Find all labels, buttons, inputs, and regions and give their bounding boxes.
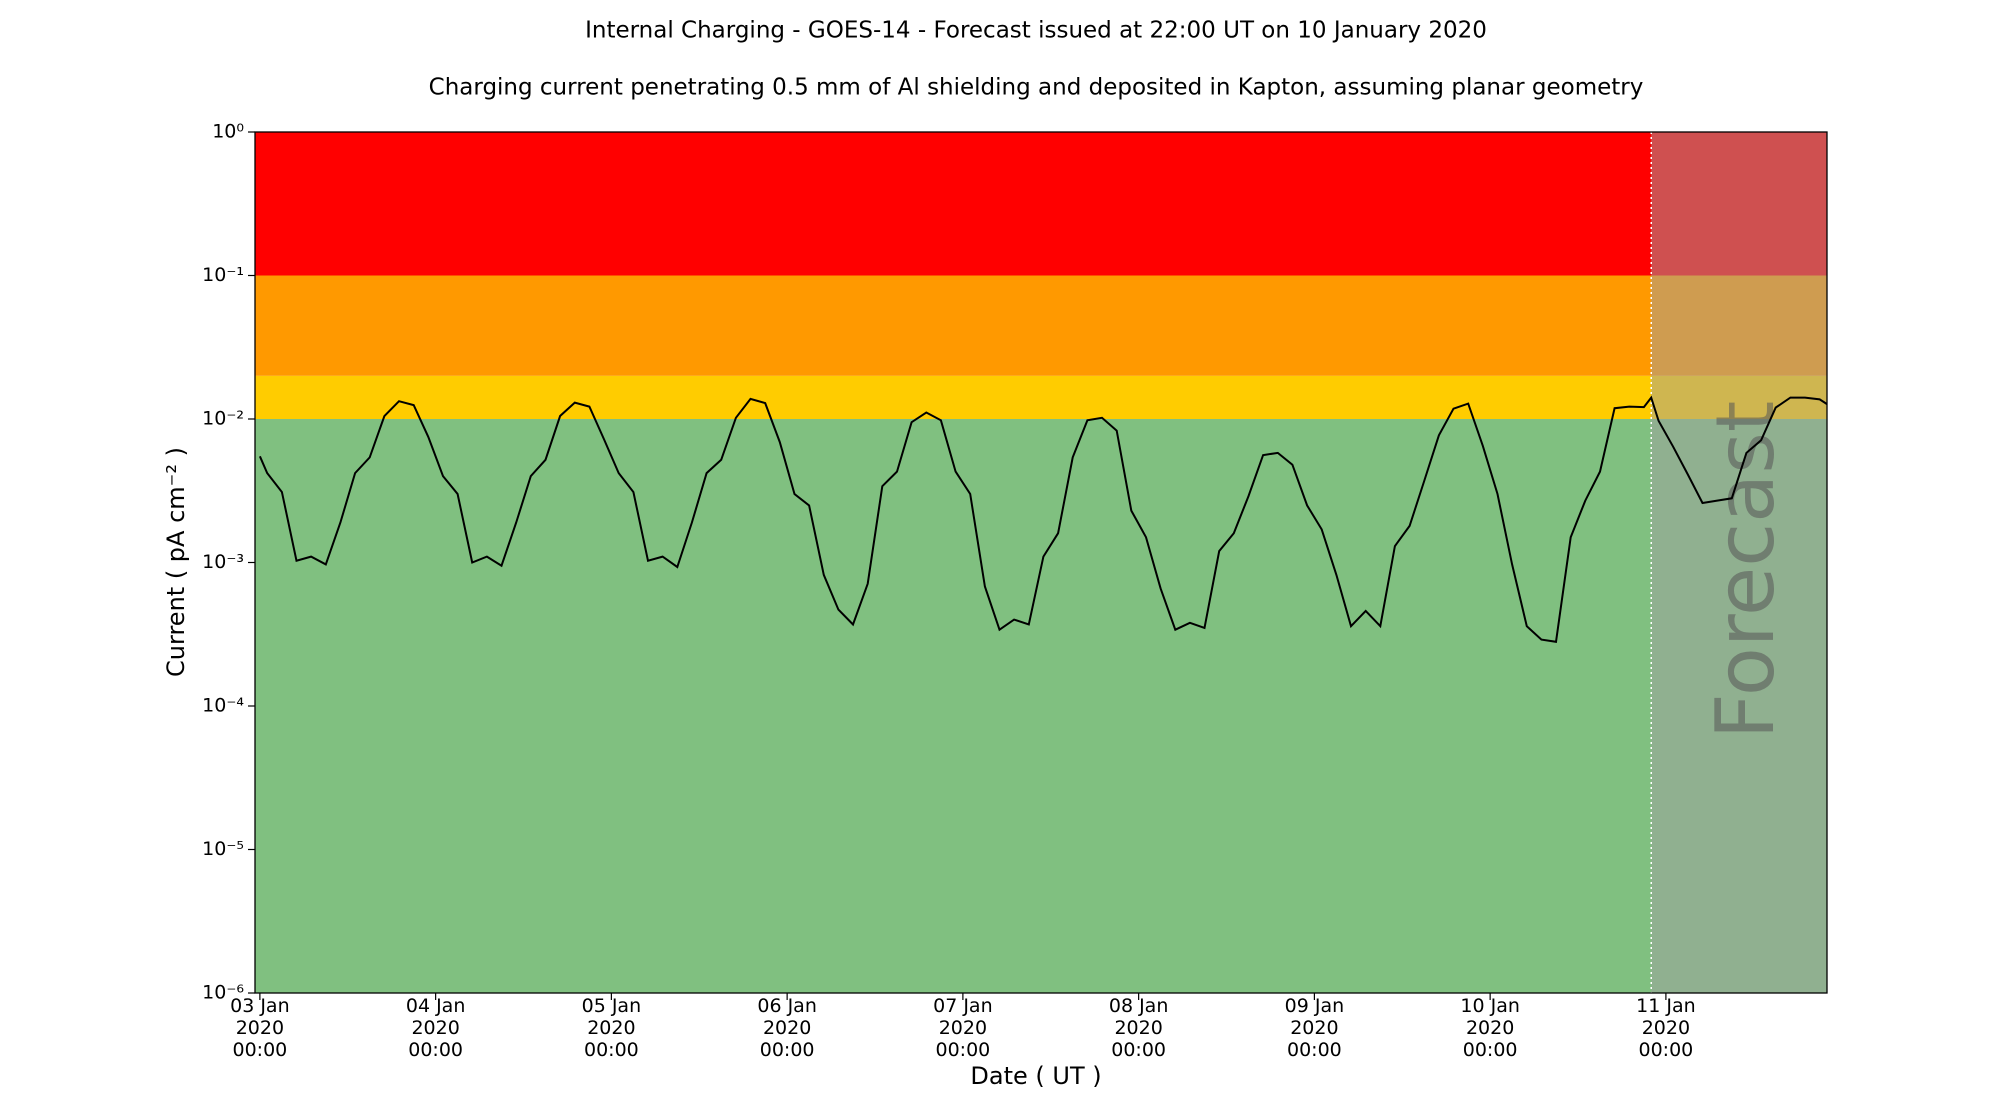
x-tick-label: 05 Jan 2020 00:00 — [581, 995, 642, 1061]
y-tick-label: 10⁻¹ — [202, 264, 244, 286]
risk-zone — [255, 375, 1827, 419]
risk-zone — [255, 132, 1827, 276]
forecast-region — [1651, 132, 1827, 993]
zones: Forecast — [255, 132, 1827, 993]
y-tick-label: 10⁻² — [202, 408, 244, 430]
risk-zone — [255, 419, 1827, 993]
x-tick-label: 08 Jan 2020 00:00 — [1108, 995, 1169, 1061]
plot-area — [258, 395, 1827, 643]
y-axis-label: Current ( pA cm⁻² ) — [162, 447, 190, 677]
y-tick-label: 10⁰ — [212, 121, 244, 143]
y-tick-label: 10⁻⁶ — [202, 982, 244, 1004]
chart-title: Internal Charging - GOES-14 - Forecast i… — [585, 18, 1487, 44]
x-tick-label: 06 Jan 2020 00:00 — [757, 995, 817, 1061]
y-tick-label: 10⁻⁴ — [202, 695, 244, 717]
axes: 10⁻⁶ 10⁻⁵ 10⁻⁴ 10⁻³ 10⁻² 10⁻¹ 10⁰ — [202, 121, 1828, 1004]
chart-subtitle: Charging current penetrating 0.5 mm of A… — [429, 75, 1644, 101]
y-tick-label: 10⁻³ — [202, 551, 244, 573]
x-tick-label: 10 Jan 2020 00:00 — [1460, 995, 1520, 1061]
y-tick-label: 10⁻⁵ — [202, 838, 244, 860]
x-axis-label: Date ( UT ) — [970, 1062, 1101, 1090]
risk-zone — [255, 275, 1827, 376]
x-tick-label: 11 Jan 2020 00:00 — [1636, 995, 1696, 1061]
x-tick-label: 09 Jan 2020 00:00 — [1284, 995, 1345, 1061]
x-tick-label: 07 Jan 2020 00:00 — [933, 995, 993, 1061]
data-line — [258, 395, 1827, 643]
x-tick-label: 03 Jan 2020 00:00 — [230, 995, 290, 1061]
x-tick-label: 04 Jan 2020 00:00 — [405, 995, 466, 1061]
forecast-label: Forecast — [1699, 401, 1792, 740]
